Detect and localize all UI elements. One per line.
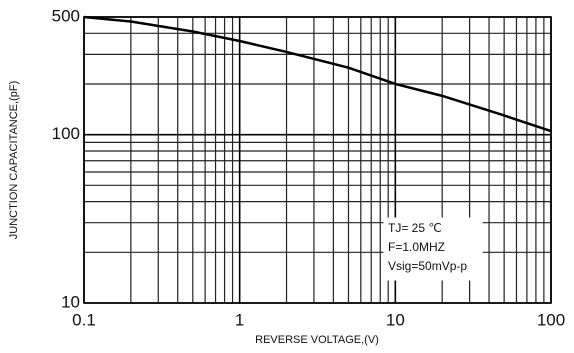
annotation-box — [383, 217, 483, 281]
y-tick-label: 10 — [61, 292, 80, 311]
y-tick-label: 100 — [52, 124, 80, 143]
x-axis-label: REVERSE VOLTAGE,(V) — [255, 334, 379, 346]
annotation: Vsig=50mVp-p — [388, 259, 467, 273]
x-tick-label: 0.1 — [72, 310, 96, 329]
annotation: TJ= 25 ℃ — [388, 221, 442, 235]
y-axis-label: JUNCTION CAPACITANCE,(pF) — [8, 81, 20, 240]
x-tick-label: 10 — [386, 310, 405, 329]
plot-frame — [83, 16, 552, 304]
annotation: F=1.0MHZ — [388, 240, 445, 254]
data-line — [83, 15, 552, 133]
x-tick-label: 1 — [235, 310, 244, 329]
y-tick-label: 500 — [52, 6, 80, 25]
x-tick-label: 100 — [537, 310, 565, 329]
